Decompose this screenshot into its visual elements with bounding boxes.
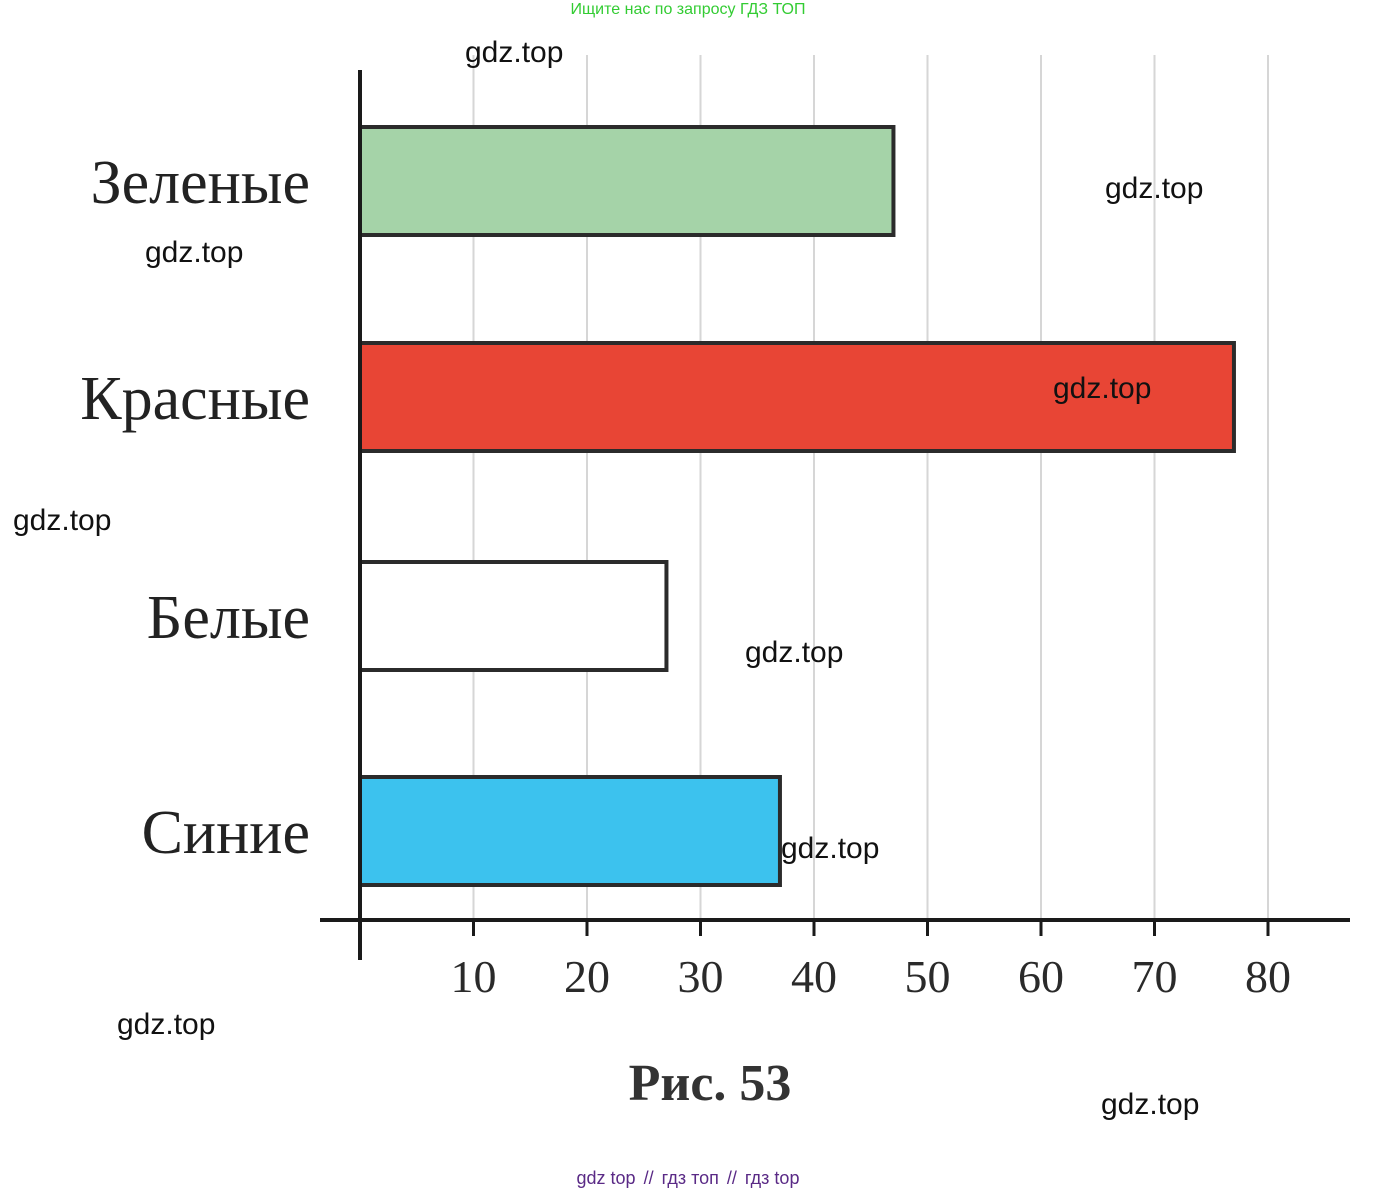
watermark: gdz.top	[1105, 172, 1204, 205]
footer-link[interactable]: гдз top	[744, 1168, 800, 1188]
category-label: Красные	[80, 365, 310, 433]
watermark: gdz.top	[1101, 1088, 1200, 1121]
watermark: gdz.top	[1053, 372, 1152, 405]
category-label: Белые	[147, 584, 310, 652]
watermark: gdz.top	[465, 36, 564, 69]
bars	[358, 125, 1236, 887]
tick-label: 20	[564, 951, 610, 1002]
category-label: Синие	[142, 799, 310, 867]
footer-separator: //	[643, 1168, 654, 1188]
bar	[358, 125, 896, 237]
watermark: gdz.top	[145, 236, 244, 269]
footer-link[interactable]: gdz top	[576, 1168, 636, 1188]
footer-separator: //	[726, 1168, 737, 1188]
tick-label: 40	[791, 951, 837, 1002]
tick-label: 70	[1132, 951, 1178, 1002]
tick-label: 80	[1245, 951, 1291, 1002]
tick-label: 50	[905, 951, 951, 1002]
bar	[358, 560, 669, 672]
watermark: gdz.top	[781, 832, 880, 865]
category-labels: Зеленые Красные Белые Синие	[80, 149, 310, 867]
x-ticks: 10 20 30 40 50 60 70 80	[451, 920, 1291, 1002]
watermark: gdz.top	[13, 504, 112, 537]
tick-label: 30	[678, 951, 724, 1002]
footer-link[interactable]: гдз топ	[661, 1168, 719, 1188]
watermark: gdz.top	[745, 636, 844, 669]
top-banner: Ищите нас по запросу ГДЗ ТОП	[570, 1, 806, 18]
bar	[358, 341, 1236, 453]
figure-caption: Рис. 53	[628, 1055, 792, 1112]
bar	[358, 775, 782, 887]
watermark: gdz.top	[117, 1008, 216, 1041]
footer: gdz top // гдз топ // гдз top	[0, 1168, 1376, 1189]
category-label: Зеленые	[91, 149, 310, 217]
tick-label: 60	[1018, 951, 1064, 1002]
tick-label: 10	[451, 951, 497, 1002]
